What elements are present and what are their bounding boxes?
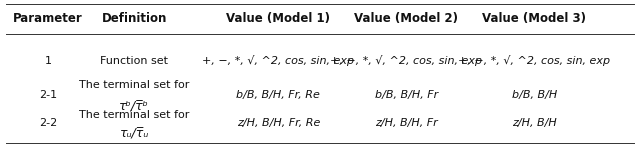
- Text: +, −, *, √, ^2, cos, sin, exp: +, −, *, √, ^2, cos, sin, exp: [458, 55, 611, 66]
- Text: 1: 1: [45, 56, 51, 66]
- Text: 2-1: 2-1: [39, 90, 57, 100]
- Text: The terminal set for: The terminal set for: [79, 110, 189, 120]
- Text: Definition: Definition: [102, 12, 167, 26]
- Text: τᵇ/τ̅ᵇ: τᵇ/τ̅ᵇ: [120, 100, 149, 113]
- Text: b/B, B/H: b/B, B/H: [512, 90, 557, 100]
- Text: τᵤ/τ̅ᵤ: τᵤ/τ̅ᵤ: [120, 128, 149, 141]
- Text: z/H, B/H, Fr, Re: z/H, B/H, Fr, Re: [237, 118, 320, 128]
- Text: z/H, B/H: z/H, B/H: [512, 118, 557, 128]
- Text: b/B, B/H, Fr: b/B, B/H, Fr: [375, 90, 438, 100]
- Text: Parameter: Parameter: [13, 12, 83, 26]
- Text: z/H, B/H, Fr: z/H, B/H, Fr: [375, 118, 438, 128]
- Text: b/B, B/H, Fr, Re: b/B, B/H, Fr, Re: [236, 90, 321, 100]
- Text: Value (Model 3): Value (Model 3): [483, 12, 586, 26]
- Text: Value (Model 2): Value (Model 2): [355, 12, 458, 26]
- Text: The terminal set for: The terminal set for: [79, 80, 189, 90]
- Text: +, −, *, √, ^2, cos, sin, exp: +, −, *, √, ^2, cos, sin, exp: [330, 55, 483, 66]
- Text: Function set: Function set: [100, 56, 168, 66]
- Text: +, −, *, √, ^2, cos, sin, exp: +, −, *, √, ^2, cos, sin, exp: [202, 55, 355, 66]
- Text: Value (Model 1): Value (Model 1): [227, 12, 330, 26]
- Text: 2-2: 2-2: [39, 118, 57, 128]
